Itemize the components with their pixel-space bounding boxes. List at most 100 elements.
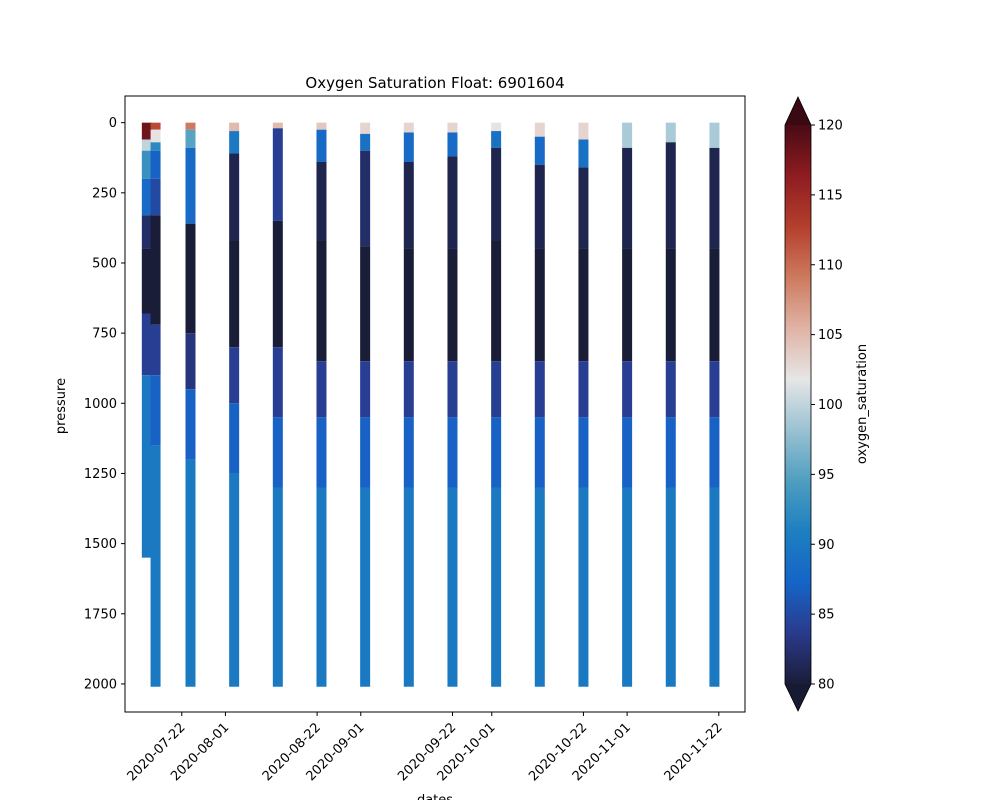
profile-segment bbox=[150, 178, 161, 216]
profile-segment bbox=[403, 417, 414, 488]
profile-segment bbox=[622, 122, 633, 148]
profile-segment bbox=[185, 147, 196, 224]
profile-segment bbox=[229, 347, 240, 404]
profile-segment bbox=[141, 313, 152, 376]
profile-segment bbox=[447, 361, 458, 418]
profile-segment bbox=[316, 417, 327, 488]
profile-segment bbox=[316, 240, 327, 362]
y-tick-label: 500 bbox=[92, 256, 117, 271]
colorbar-tick-label: 80 bbox=[818, 678, 835, 693]
profile-segment bbox=[491, 147, 502, 241]
profile-segment bbox=[578, 248, 589, 362]
profile-segment bbox=[316, 487, 327, 687]
profile-segment bbox=[272, 122, 283, 129]
profiles-layer bbox=[141, 122, 720, 687]
profile-segment bbox=[578, 122, 589, 140]
profile-segment bbox=[272, 347, 283, 418]
profile-segment bbox=[534, 361, 545, 418]
chart-title: Oxygen Saturation Float: 6901604 bbox=[305, 74, 564, 92]
profile-segment bbox=[229, 403, 240, 474]
profile-segment bbox=[360, 133, 371, 151]
profile-segment bbox=[229, 131, 240, 154]
profile-segment bbox=[360, 122, 371, 134]
profile-segment bbox=[491, 240, 502, 362]
profile-segment bbox=[316, 129, 327, 162]
profile-segment bbox=[403, 248, 414, 362]
profile-2020-09-12 bbox=[403, 122, 414, 687]
profile-segment bbox=[622, 487, 633, 687]
profile-segment bbox=[403, 122, 414, 133]
colorbar-extend-max bbox=[785, 97, 811, 125]
colorbar-tick-label: 105 bbox=[818, 328, 843, 343]
profile-segment bbox=[534, 487, 545, 687]
profile-segment bbox=[665, 417, 676, 488]
profile-segment bbox=[141, 375, 152, 558]
colorbar-tick-label: 100 bbox=[818, 398, 843, 413]
profile-segment bbox=[141, 215, 152, 249]
profile-segment bbox=[578, 417, 589, 488]
profile-segment bbox=[150, 129, 161, 143]
profile-segment bbox=[150, 122, 161, 130]
y-tick-label: 250 bbox=[92, 186, 117, 201]
profile-segment bbox=[150, 142, 161, 151]
profile-2020-08-03 bbox=[229, 122, 240, 687]
profile-2020-10-02 bbox=[491, 122, 502, 687]
plot-area bbox=[125, 96, 745, 712]
colorbar-tick-label: 95 bbox=[818, 468, 835, 483]
profile-segment bbox=[185, 122, 196, 130]
profile-segment bbox=[229, 153, 240, 241]
profile-segment bbox=[360, 361, 371, 418]
profile-segment bbox=[534, 164, 545, 249]
profile-segment bbox=[447, 156, 458, 249]
profile-segment bbox=[534, 136, 545, 165]
y-axis-label: pressure bbox=[54, 378, 69, 434]
profile-segment bbox=[229, 240, 240, 348]
profile-2020-11-21 bbox=[709, 122, 720, 687]
profile-segment bbox=[578, 487, 589, 687]
profile-segment bbox=[150, 445, 161, 687]
profile-segment bbox=[185, 459, 196, 687]
profile-segment bbox=[403, 361, 414, 418]
colorbar-tick-label: 115 bbox=[818, 188, 843, 203]
profile-segment bbox=[141, 139, 152, 151]
profile-segment bbox=[447, 417, 458, 488]
profile-segment bbox=[491, 131, 502, 148]
profile-2020-08-23 bbox=[316, 122, 327, 687]
profile-segment bbox=[150, 375, 161, 446]
profile-segment bbox=[185, 129, 196, 148]
colorbar-gradient bbox=[785, 125, 811, 684]
profile-segment bbox=[403, 132, 414, 162]
y-tick-label: 1250 bbox=[84, 467, 117, 482]
y-axis: 0 250 500 750 1000 1250 1500 1750 2000 bbox=[84, 116, 125, 692]
profile-segment bbox=[622, 417, 633, 488]
profile-segment bbox=[709, 248, 720, 362]
x-tick-label: 2020-11-22 bbox=[662, 720, 726, 784]
y-tick-label: 0 bbox=[109, 116, 117, 131]
profile-segment bbox=[534, 248, 545, 362]
profile-segment bbox=[709, 417, 720, 488]
profile-segment bbox=[360, 246, 371, 362]
profile-segment bbox=[665, 142, 676, 249]
profile-segment bbox=[316, 161, 327, 241]
profile-segment bbox=[272, 487, 283, 687]
y-tick-label: 1750 bbox=[84, 607, 117, 622]
profile-2020-07-24 bbox=[185, 122, 196, 687]
colorbar-ticks: 80 85 90 95 100 105 110 115 120 bbox=[811, 119, 843, 693]
profile-segment bbox=[150, 324, 161, 376]
y-tick-label: 1500 bbox=[84, 537, 117, 552]
profile-segment bbox=[316, 361, 327, 418]
profile-2020-07-14 bbox=[141, 122, 152, 558]
profile-segment bbox=[534, 122, 545, 137]
profile-segment bbox=[447, 487, 458, 687]
profile-segment bbox=[272, 417, 283, 488]
colorbar-tick-label: 90 bbox=[818, 538, 835, 553]
profile-segment bbox=[709, 487, 720, 687]
y-tick-label: 1000 bbox=[84, 397, 117, 412]
profile-segment bbox=[622, 248, 633, 362]
colorbar-tick-label: 85 bbox=[818, 608, 835, 623]
profile-segment bbox=[578, 139, 589, 168]
profile-2020-11-01 bbox=[622, 122, 633, 687]
profile-segment bbox=[447, 248, 458, 362]
